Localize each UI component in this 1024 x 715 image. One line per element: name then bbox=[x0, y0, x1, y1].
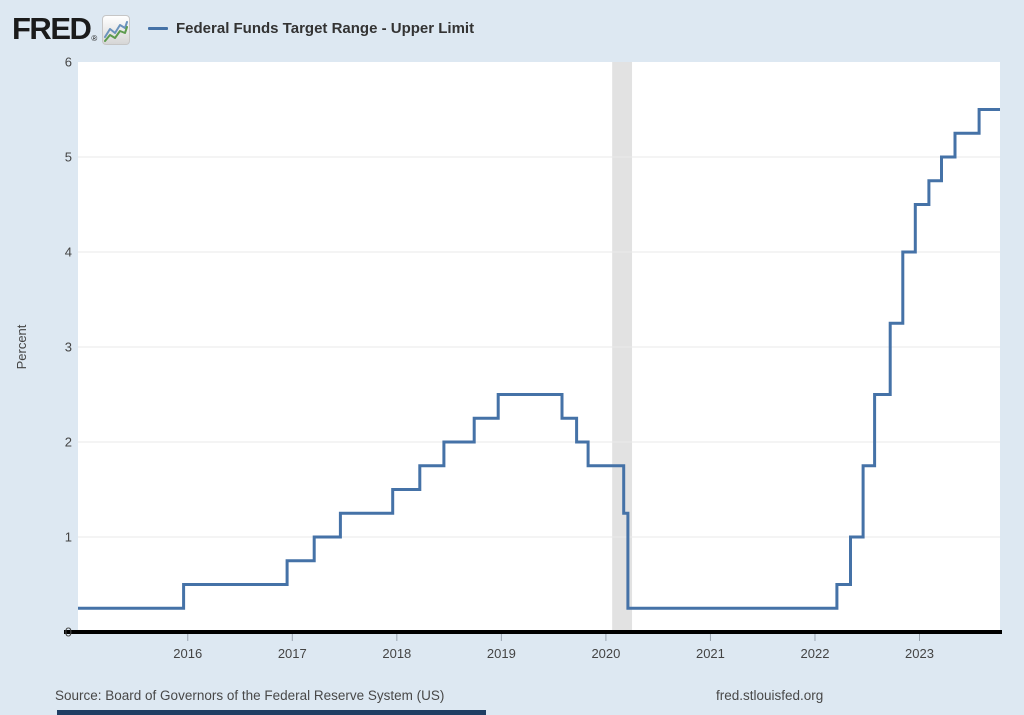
y-tick-label: 6 bbox=[65, 55, 72, 70]
registered-trademark-mark: ® bbox=[91, 34, 98, 43]
y-tick-label: 0 bbox=[65, 625, 72, 640]
x-tick-label: 2023 bbox=[905, 646, 934, 661]
legend-label: Federal Funds Target Range - Upper Limit bbox=[176, 20, 475, 37]
fred-site-link[interactable]: fred.stlouisfed.org bbox=[716, 688, 824, 703]
y-tick-label: 1 bbox=[65, 530, 72, 545]
chart-header: FRED ® Federal Funds Target Range - Uppe… bbox=[0, 0, 1024, 55]
y-tick-label: 4 bbox=[65, 245, 72, 260]
y-tick-label: 5 bbox=[65, 150, 72, 165]
y-tick-label: 2 bbox=[65, 435, 72, 450]
x-tick-label: 2019 bbox=[487, 646, 516, 661]
y-tick-label: 3 bbox=[65, 340, 72, 355]
x-tick-label: 2018 bbox=[382, 646, 411, 661]
fred-logo-chart-icon bbox=[102, 15, 131, 45]
x-tick-label: 2017 bbox=[278, 646, 307, 661]
fred-logo[interactable]: FRED ® bbox=[12, 11, 131, 46]
x-tick-label: 2022 bbox=[801, 646, 830, 661]
bottom-accent-bar bbox=[57, 710, 486, 715]
x-tick-label: 2016 bbox=[173, 646, 202, 661]
x-tick-label: 2020 bbox=[591, 646, 620, 661]
x-tick-label: 2021 bbox=[696, 646, 725, 661]
data-line bbox=[78, 108, 1000, 610]
legend: Federal Funds Target Range - Upper Limit bbox=[148, 20, 474, 37]
legend-line-marker bbox=[148, 27, 168, 30]
y-axis-title: Percent bbox=[14, 324, 29, 369]
fred-logo-text: FRED bbox=[12, 11, 92, 46]
source-attribution: Source: Board of Governors of the Federa… bbox=[55, 688, 445, 703]
